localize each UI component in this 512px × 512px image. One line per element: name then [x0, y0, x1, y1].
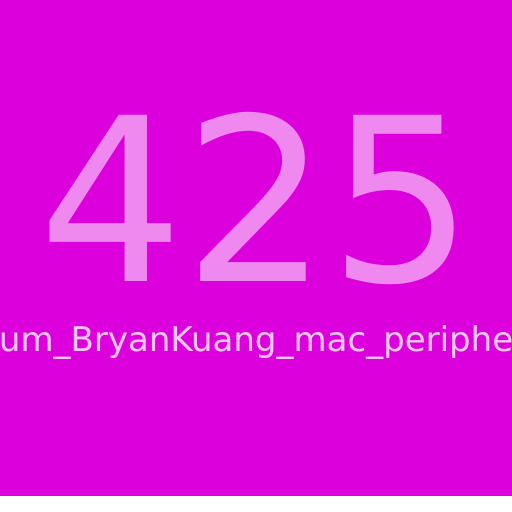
big-number-display: 425	[38, 69, 474, 335]
bottom-strip	[0, 496, 512, 512]
display-screen: 425 um_BryanKuang_mac_periphe	[0, 0, 512, 496]
caption-text: um_BryanKuang_mac_periphe	[0, 320, 512, 360]
